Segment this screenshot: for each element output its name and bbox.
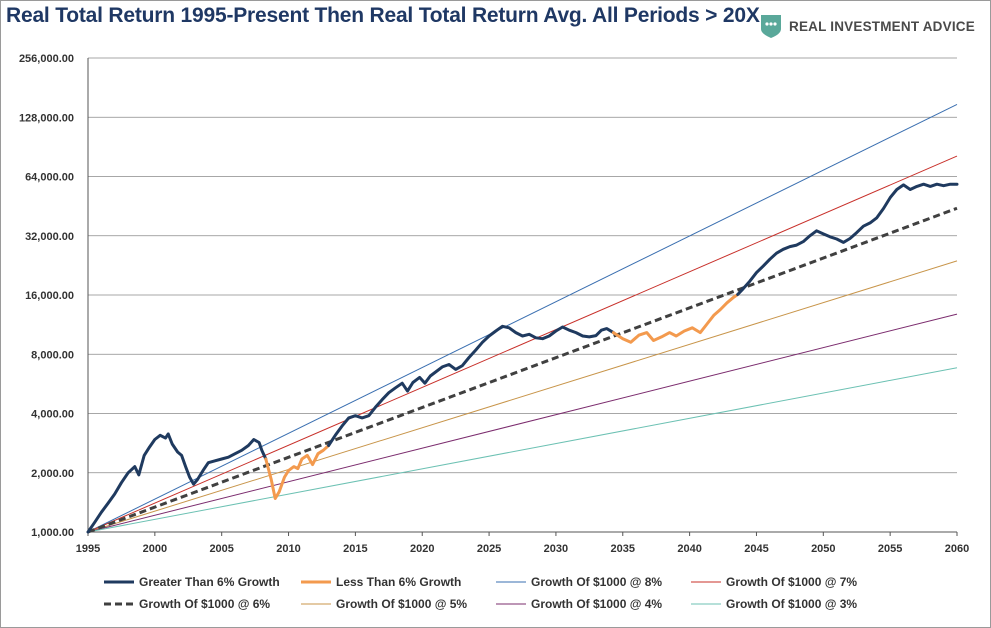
x-tick-label: 2030 [544,543,568,555]
x-tick-label: 2055 [878,543,902,555]
x-tick-label: 2005 [209,543,233,555]
legend-label: Growth Of $1000 @ 6% [139,597,270,611]
y-tick-label: 32,000.00 [25,231,74,243]
axis-layer: 1,000.00 2,000.00 4,000.00 8,000.00 16,000.0… [19,53,969,555]
legend-item: Growth Of $1000 @ 4% [496,597,662,611]
legend-label: Growth Of $1000 @ 3% [726,597,857,611]
growth-line-5pct [87,260,958,533]
grid-layer [88,57,957,533]
growth-line-3pct [87,367,958,533]
y-tick-label: 2,000.00 [31,468,74,480]
series-above-6pct [327,324,615,447]
legend-label: Less Than 6% Growth [336,575,461,589]
growth-line-8pct [87,103,958,533]
y-tick-label: 1,000.00 [31,527,74,539]
y-tick-label: 64,000.00 [25,172,74,184]
chat-bubble-shield-icon [761,15,781,38]
legend-label: Growth Of $1000 @ 5% [336,597,467,611]
legend-item: Growth Of $1000 @ 6% [104,597,270,611]
lines-layer [86,103,959,534]
x-tick-label: 2000 [143,543,167,555]
x-tick-label: 2035 [611,543,635,555]
series-above-6pct [86,432,268,534]
series-below-6pct [264,444,331,500]
series-above-6pct [736,182,959,296]
y-tick-label: 128,000.00 [19,112,74,124]
brand-name: REAL INVESTMENT ADVICE [789,18,975,34]
legend-item: Growth Of $1000 @ 5% [301,597,467,611]
x-tick-label: 2050 [811,543,835,555]
x-tick-label: 2020 [410,543,434,555]
legend-label: Growth Of $1000 @ 4% [531,597,662,611]
growth-line-6pct [87,206,958,534]
x-tick-label: 1995 [76,543,100,555]
series-below-6pct [611,293,740,344]
x-tick-label: 2040 [677,543,701,555]
x-tick-label: 2015 [343,543,367,555]
x-tick-label: 2060 [945,543,969,555]
y-tick-label: 4,000.00 [31,409,74,421]
legend-layer: Greater Than 6% Growth Less Than 6% Growt… [104,575,857,611]
legend-label: Growth Of $1000 @ 8% [531,575,662,589]
x-tick-label: 2045 [744,543,768,555]
legend-label: Growth Of $1000 @ 7% [726,575,857,589]
growth-line-7pct [87,155,958,533]
legend-item: Greater Than 6% Growth [104,575,280,589]
legend-item: Growth Of $1000 @ 8% [496,575,662,589]
brand-logo: REAL INVESTMENT ADVICE [759,13,975,39]
legend-label: Greater Than 6% Growth [139,575,280,589]
y-tick-label: 256,000.00 [19,53,74,65]
y-tick-label: 8,000.00 [31,349,74,361]
legend-item: Less Than 6% Growth [301,575,461,589]
chart-title: Real Total Return 1995-Present Then Real… [6,4,760,27]
x-tick-label: 2010 [276,543,300,555]
y-tick-label: 16,000.00 [25,290,74,302]
growth-line-4pct [87,313,958,533]
legend-item: Growth Of $1000 @ 7% [691,575,857,589]
x-tick-label: 2025 [477,543,501,555]
legend-item: Growth Of $1000 @ 3% [691,597,857,611]
